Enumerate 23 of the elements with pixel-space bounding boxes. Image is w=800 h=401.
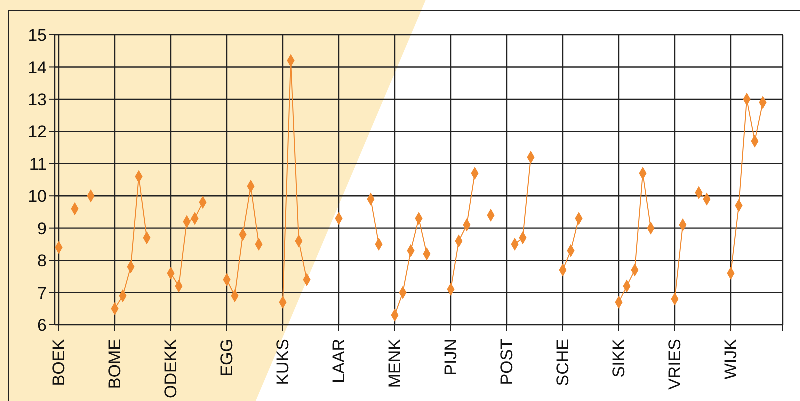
x-tick-label: BOEK — [50, 338, 68, 386]
x-tick-label: SCHE — [554, 339, 572, 386]
x-tick-label: PIJN — [442, 339, 460, 376]
y-tick-label: 12 — [28, 122, 47, 142]
y-tick-label: 14 — [28, 58, 47, 78]
y-tick-label: 10 — [28, 187, 47, 206]
x-tick-label: POST — [498, 339, 516, 386]
x-tick-label: LAAR — [330, 339, 348, 384]
y-tick-label: 15 — [28, 26, 47, 46]
y-tick-label: 9 — [38, 219, 47, 238]
y-tick-label: 6 — [38, 316, 47, 336]
y-tick-label: 13 — [28, 90, 47, 110]
x-tick-label: KUKS — [274, 339, 292, 386]
x-tick-label: WIJK — [722, 338, 740, 380]
x-tick-label: MENK — [386, 338, 404, 388]
x-tick-label: EGG — [218, 339, 236, 377]
x-tick-label: ODEKK — [162, 338, 180, 399]
x-tick-label: BOME — [106, 339, 124, 390]
y-tick-label: 7 — [38, 284, 47, 303]
y-tick-label: 8 — [38, 252, 47, 271]
x-tick-label: VRIES — [666, 339, 684, 390]
x-tick-label: SIKK — [610, 338, 628, 378]
y-tick-label: 11 — [29, 154, 47, 174]
